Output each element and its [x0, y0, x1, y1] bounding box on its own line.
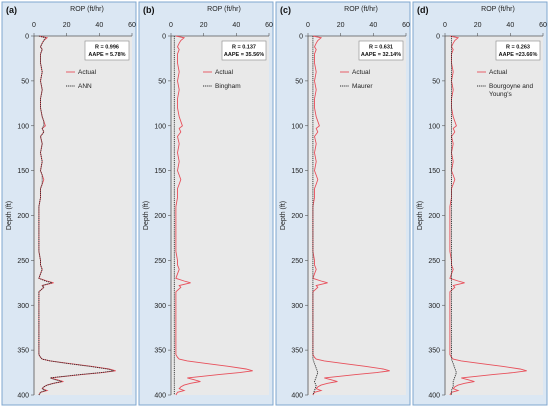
legend-label-actual: Actual — [352, 69, 371, 76]
legend-label-model: ANN — [78, 83, 92, 90]
series-actual-line — [312, 35, 390, 396]
y-tick-label: 350 — [17, 348, 29, 355]
y-tick-label: 0 — [25, 34, 29, 41]
y-tick-label: 300 — [17, 303, 29, 310]
x-axis-title: ROP (ft/hr) — [207, 6, 241, 13]
y-tick-label: 100 — [154, 123, 166, 130]
plot-area — [34, 36, 132, 395]
y-tick-label: 50 — [21, 78, 29, 85]
y-axis-title: Depth (ft) — [280, 201, 287, 230]
x-tick-label: 0 — [306, 22, 310, 29]
panel-label: (c) — [280, 5, 291, 15]
stats-line: AAPE =23.66% — [499, 52, 538, 58]
y-tick-label: 250 — [154, 258, 166, 265]
plot-area — [308, 36, 406, 395]
x-tick-label: 60 — [539, 22, 547, 29]
panel-label: (b) — [143, 5, 155, 15]
legend-label-model: Bingham — [215, 83, 241, 90]
y-tick-label: 0 — [162, 34, 166, 41]
x-tick-label: 20 — [63, 22, 71, 29]
y-tick-label: 400 — [428, 393, 440, 400]
legend-label-actual: Actual — [78, 69, 97, 76]
plot-area — [445, 36, 543, 395]
y-tick-label: 200 — [291, 213, 303, 220]
y-tick-label: 100 — [17, 123, 29, 130]
y-tick-label: 200 — [428, 213, 440, 220]
y-tick-label: 250 — [291, 258, 303, 265]
y-tick-label: 300 — [291, 303, 303, 310]
y-tick-label: 150 — [17, 168, 29, 175]
y-tick-label: 350 — [428, 348, 440, 355]
y-tick-label: 400 — [17, 393, 29, 400]
y-tick-label: 50 — [158, 78, 166, 85]
x-tick-label: 40 — [369, 22, 377, 29]
panel-label: (d) — [417, 5, 429, 15]
stats-line: R = 0.263 — [506, 45, 530, 51]
y-tick-label: 150 — [428, 168, 440, 175]
x-tick-label: 40 — [506, 22, 514, 29]
stats-line: AAPE = 35.56% — [224, 52, 264, 58]
stats-box — [358, 40, 404, 61]
y-tick-label: 50 — [432, 78, 440, 85]
x-tick-label: 40 — [95, 22, 103, 29]
legend-label-model: Maurer — [352, 83, 373, 90]
stats-line: R = 0.137 — [232, 45, 256, 51]
stats-line: AAPE = 32.14% — [361, 52, 401, 58]
x-tick-label: 60 — [265, 22, 273, 29]
x-tick-label: 20 — [200, 22, 208, 29]
y-axis-title: Depth (ft) — [417, 201, 424, 230]
y-tick-label: 400 — [291, 393, 303, 400]
x-tick-label: 20 — [474, 22, 482, 29]
y-tick-label: 300 — [428, 303, 440, 310]
legend-label-model: Young's — [489, 91, 512, 98]
panel-b: (b) ROP (ft/hr) Depth (ft) 0 20 40 60 0 50 100 150… — [138, 1, 274, 406]
panel-c: (c) ROP (ft/hr) Depth (ft) 0 20 40 60 0 50 100 150… — [275, 1, 411, 406]
x-axis-title: ROP (ft/hr) — [70, 6, 104, 13]
y-tick-label: 0 — [299, 34, 303, 41]
y-tick-label: 50 — [295, 78, 303, 85]
y-tick-label: 150 — [291, 168, 303, 175]
x-tick-label: 0 — [169, 22, 173, 29]
y-tick-label: 250 — [17, 258, 29, 265]
x-tick-label: 60 — [128, 22, 136, 29]
panel-d: (d) ROP (ft/hr) Depth (ft) 0 20 40 60 0 50 100 150… — [412, 1, 548, 406]
stats-box — [221, 40, 267, 61]
stats-box — [495, 40, 541, 61]
y-tick-label: 150 — [154, 168, 166, 175]
panel-label: (a) — [6, 5, 17, 15]
x-axis-title: ROP (ft/hr) — [481, 6, 515, 13]
plot-area — [171, 36, 269, 395]
y-tick-label: 200 — [154, 213, 166, 220]
y-tick-label: 300 — [154, 303, 166, 310]
y-tick-label: 350 — [154, 348, 166, 355]
legend-label-model: Bourgoyne and — [489, 83, 533, 90]
y-tick-label: 250 — [428, 258, 440, 265]
legend-label-actual: Actual — [215, 69, 234, 76]
x-tick-label: 0 — [32, 22, 36, 29]
stats-line: R = 0.631 — [369, 45, 393, 51]
series-actual-line — [175, 35, 253, 396]
y-tick-label: 100 — [291, 123, 303, 130]
series-model-line — [312, 36, 319, 396]
y-tick-label: 400 — [154, 393, 166, 400]
y-tick-label: 350 — [291, 348, 303, 355]
x-axis-title: ROP (ft/hr) — [344, 6, 378, 13]
series-model-line — [38, 35, 115, 396]
legend-label-actual: Actual — [489, 69, 508, 76]
x-tick-label: 20 — [337, 22, 345, 29]
y-tick-label: 0 — [436, 34, 440, 41]
series-model-line — [451, 36, 457, 395]
stats-line: AAPE = 5.78% — [88, 52, 125, 58]
x-tick-label: 60 — [402, 22, 410, 29]
x-tick-label: 0 — [443, 22, 447, 29]
y-axis-title: Depth (ft) — [143, 201, 150, 230]
panel-a: (a) ROP (ft/hr) Depth (ft) 0 20 40 60 0 50 100 150… — [1, 1, 137, 406]
y-tick-label: 200 — [17, 213, 29, 220]
x-tick-label: 40 — [232, 22, 240, 29]
y-tick-label: 100 — [428, 123, 440, 130]
stats-box — [84, 40, 130, 61]
y-axis-title: Depth (ft) — [6, 201, 13, 230]
stats-line: R = 0.996 — [95, 45, 119, 51]
